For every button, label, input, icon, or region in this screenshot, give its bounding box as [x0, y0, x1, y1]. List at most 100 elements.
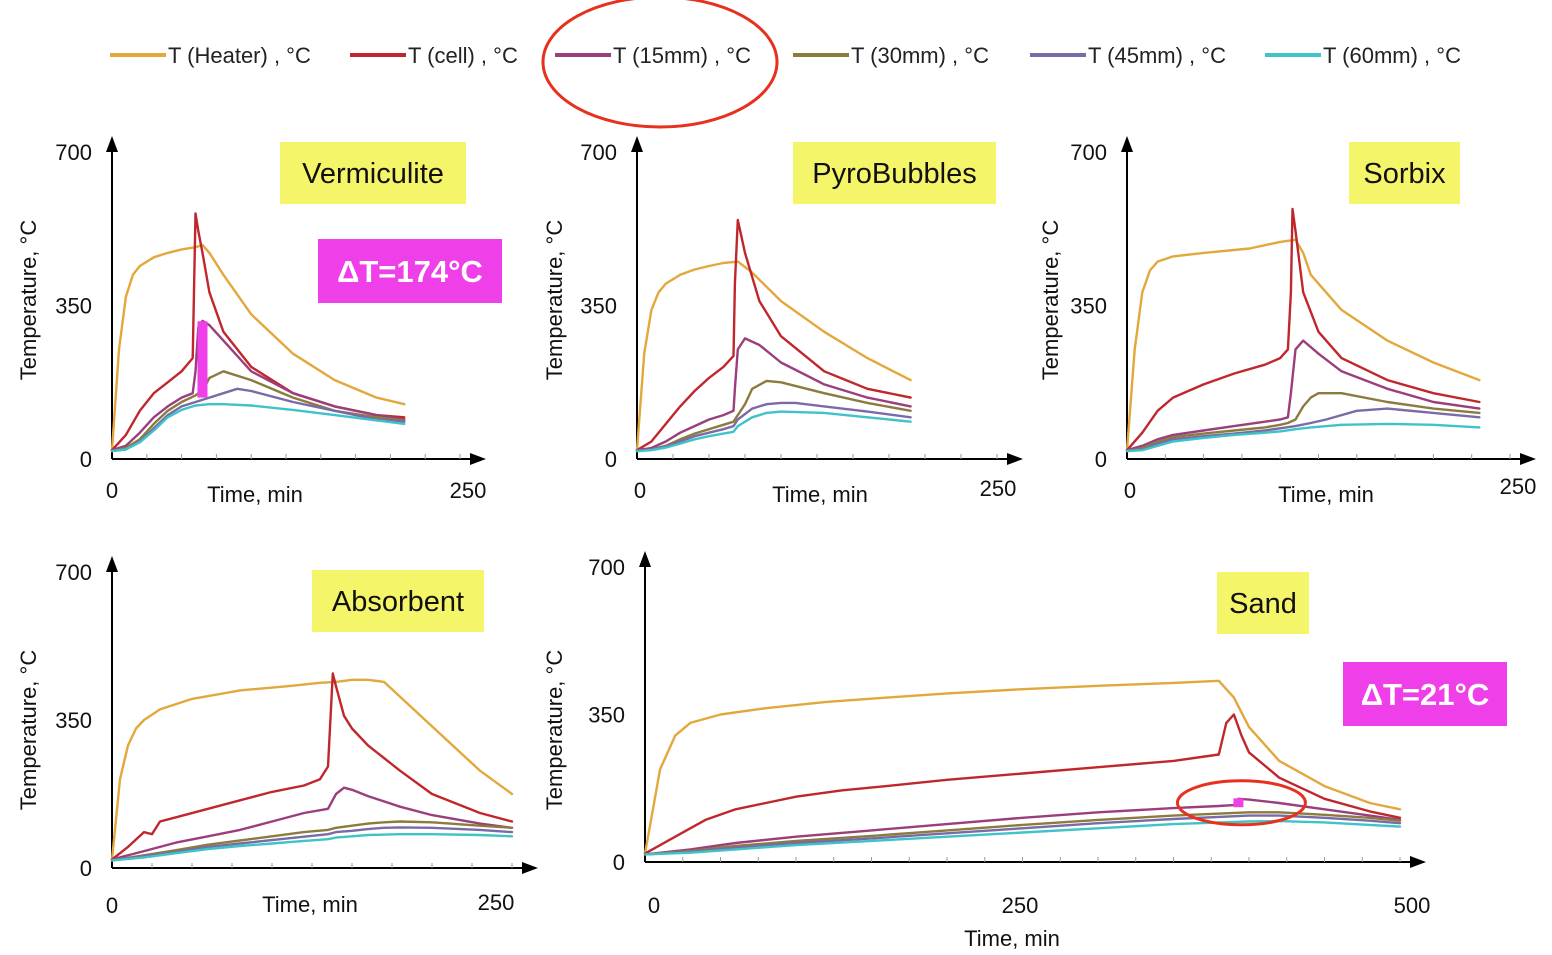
y-tick-label: 700 [1070, 140, 1107, 165]
series-line-t-15mm-c [110, 319, 406, 452]
series-line-t-45mm-c [635, 401, 912, 453]
y-axis-arrow [1121, 136, 1133, 152]
series-line-t-15mm-c [635, 337, 912, 452]
y-tick-label: 0 [605, 447, 617, 472]
y-tick-label: 700 [580, 140, 617, 165]
y-tick-label: 350 [588, 703, 625, 728]
y-tick-label: 0 [1095, 447, 1107, 472]
y-axis-title: Temperature, °C [16, 650, 41, 811]
series-line-t-60mm-c [1125, 422, 1481, 453]
series-line-t-cell-c [110, 672, 514, 861]
x-tick-label: 250 [450, 478, 487, 503]
chart-panels: 0 350 700 0 250 Time, min Temperature, °C Vermi… [16, 136, 1536, 951]
chart-panel-absorbent: 0 350 700 0 250 Time, min Temperature, °C Absor… [16, 556, 538, 918]
y-tick-label: 350 [55, 708, 92, 733]
x-tick-label: 0 [106, 478, 118, 503]
y-tick-label: 700 [588, 555, 625, 580]
legend-label: T (Heater) , °C [168, 43, 311, 68]
y-axis-title: Temperature, °C [542, 650, 567, 811]
series-line-t-15mm-c [643, 797, 1402, 856]
x-axis-title: Time, min [772, 482, 868, 507]
y-tick-label: 350 [1070, 294, 1107, 319]
material-name-label: Vermiculite [302, 158, 444, 190]
material-name-box [280, 142, 466, 204]
y-tick-label: 350 [55, 294, 92, 319]
legend-label: T (60mm) , °C [1323, 43, 1461, 68]
chart-panel-pyrobubbles: 0 350 700 0 250 Time, min Temperature, °C PyroB… [542, 136, 1023, 507]
series-line-t-60mm-c [110, 833, 514, 862]
x-axis-arrow [1007, 453, 1023, 465]
y-tick-label: 0 [613, 850, 625, 875]
series-line-t-60mm-c [643, 819, 1402, 856]
y-axis-arrow [106, 556, 118, 572]
series-line-t-30mm-c [635, 379, 912, 453]
x-axis-arrow [522, 862, 538, 874]
x-tick-label: 250 [980, 476, 1017, 501]
legend-label: T (cell) , °C [408, 43, 518, 68]
y-axis-title: Temperature, °C [542, 220, 567, 381]
delta-t-marker [1233, 798, 1244, 808]
x-tick-label: 0 [634, 478, 646, 503]
series-line-t-30mm-c [110, 820, 514, 862]
series-line-t-45mm-c [110, 387, 406, 453]
x-tick-label: 250 [478, 890, 515, 915]
series-line-t-15mm-c [110, 786, 514, 861]
x-tick-label: 250 [1500, 474, 1537, 499]
series-line-t-45mm-c [1125, 407, 1481, 453]
y-tick-label: 350 [580, 294, 617, 319]
legend-entry: T (15mm) , °C [555, 43, 751, 68]
legend-entry: T (45mm) , °C [1030, 43, 1226, 68]
x-axis-arrow [1520, 453, 1536, 465]
series-line-t-heater-c [1125, 238, 1481, 452]
chart-panel-sand: 0 350 700 0 250 500 Time, min Temperature, °C Sa… [542, 551, 1507, 951]
x-axis-arrow [1410, 856, 1426, 868]
delta-highlight-circle [1175, 779, 1307, 827]
y-tick-label: 700 [55, 140, 92, 165]
y-axis-arrow [639, 551, 651, 567]
x-axis-title: Time, min [207, 482, 303, 507]
legend-label: T (15mm) , °C [613, 43, 751, 68]
legend-label: T (30mm) , °C [851, 43, 989, 68]
series-line-t-45mm-c [643, 814, 1402, 856]
series-line-t-60mm-c [635, 410, 912, 453]
series-line-t-30mm-c [1125, 392, 1481, 453]
delta-t-box [318, 239, 502, 303]
y-tick-label: 700 [55, 560, 92, 585]
material-name-label: Sand [1229, 588, 1297, 620]
chart-panel-vermiculite: 0 350 700 0 250 Time, min Temperature, °C Vermi… [16, 136, 502, 507]
series-line-t-45mm-c [110, 826, 514, 862]
x-axis-title: Time, min [1278, 482, 1374, 507]
legend-entry: T (cell) , °C [350, 43, 518, 68]
y-tick-label: 0 [80, 447, 92, 472]
y-axis-arrow [631, 136, 643, 152]
legend-label: T (45mm) , °C [1088, 43, 1226, 68]
series-line-t-60mm-c [110, 403, 406, 453]
legend-highlight-circle [541, 0, 779, 129]
legend-entry: T (30mm) , °C [793, 43, 989, 68]
material-name-label: PyroBubbles [812, 158, 976, 190]
x-tick-label: 0 [106, 893, 118, 918]
legend-entry: T (60mm) , °C [1265, 43, 1461, 68]
x-tick-label: 0 [648, 893, 660, 918]
legend-entry: T (Heater) , °C [110, 43, 311, 68]
x-tick-label: 0 [1124, 478, 1136, 503]
material-name-label: Absorbent [332, 586, 464, 618]
delta-t-marker [197, 321, 208, 398]
x-axis-title: Time, min [964, 926, 1060, 951]
series-line-t-30mm-c [643, 811, 1402, 856]
y-axis-title: Temperature, °C [16, 220, 41, 381]
chart-panel-sorbix: 0 350 700 0 250 Time, min Temperature, °C Sorbi… [1038, 136, 1536, 507]
y-axis-title: Temperature, °C [1038, 220, 1063, 381]
x-tick-label: 250 [1002, 893, 1039, 918]
delta-t-label: ΔT=174°C [337, 254, 483, 289]
x-axis-title: Time, min [262, 892, 358, 917]
material-name-box [793, 142, 996, 204]
y-axis-arrow [106, 136, 118, 152]
legend: T (Heater) , °C T (cell) , °C T (15mm) , °… [110, 43, 1461, 68]
delta-t-label: ΔT=21°C [1361, 677, 1490, 712]
x-axis-arrow [470, 453, 486, 465]
delta-t-box [1343, 662, 1507, 726]
material-name-box [1349, 142, 1460, 204]
series-line-t-15mm-c [1125, 339, 1481, 452]
y-tick-label: 0 [80, 856, 92, 881]
